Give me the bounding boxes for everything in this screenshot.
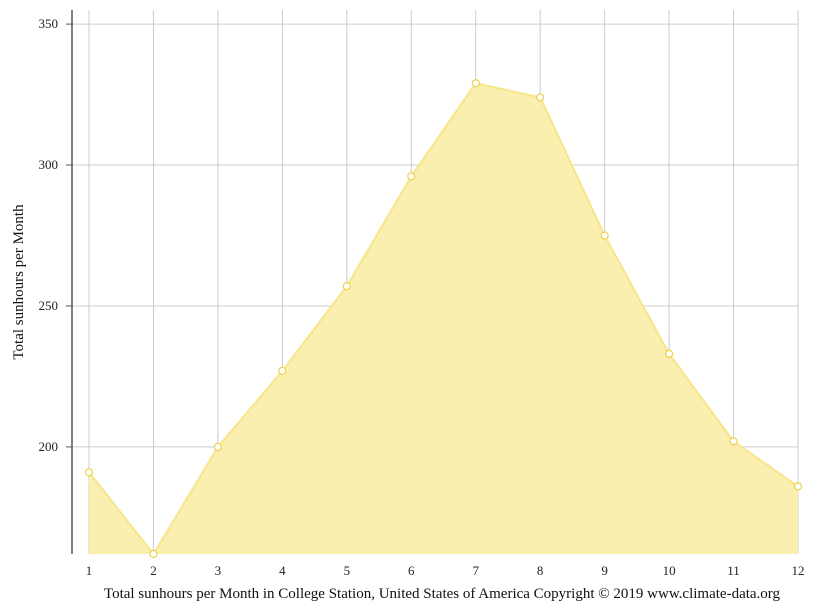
- data-point: [84, 468, 94, 477]
- series-area-fill: [89, 83, 798, 555]
- y-tick-label: 250: [39, 298, 59, 313]
- x-tick-label: 5: [344, 563, 351, 578]
- x-tick-label: 10: [663, 563, 676, 578]
- data-point: [213, 442, 223, 451]
- x-tick-label: 4: [279, 563, 286, 578]
- data-point: [729, 437, 738, 446]
- y-axis-title: Total sunhours per Month: [11, 204, 27, 360]
- x-tick-label: 7: [472, 563, 479, 578]
- x-tick-labels: 1 2 3 4 5 6 7 8 9 10 11 12: [86, 563, 805, 578]
- series-line: [88, 82, 799, 556]
- x-tick-label: 2: [150, 563, 157, 578]
- data-point: [664, 349, 674, 358]
- x-tick-label: 8: [537, 563, 544, 578]
- x-tick-label: 1: [86, 563, 93, 578]
- data-point: [342, 282, 351, 291]
- x-tick-label: 3: [215, 563, 222, 578]
- y-tick-label: 200: [39, 439, 59, 454]
- data-point: [793, 482, 803, 491]
- data-point: [536, 93, 545, 102]
- data-points: [84, 79, 803, 559]
- y-tick-labels: 200 250 300 350: [39, 16, 72, 454]
- data-point: [149, 549, 158, 559]
- x-tick-label: 9: [601, 563, 608, 578]
- x-tick-label: 12: [792, 563, 805, 578]
- chart-caption: Total sunhours per Month in College Stat…: [104, 586, 781, 602]
- x-tick-label: 6: [408, 563, 415, 578]
- data-point: [278, 366, 287, 375]
- data-point: [407, 172, 416, 181]
- data-point: [471, 79, 480, 88]
- x-tick-label: 11: [727, 563, 740, 578]
- data-point: [600, 231, 609, 240]
- y-tick-label: 300: [39, 157, 59, 172]
- y-tick-label: 350: [39, 16, 59, 31]
